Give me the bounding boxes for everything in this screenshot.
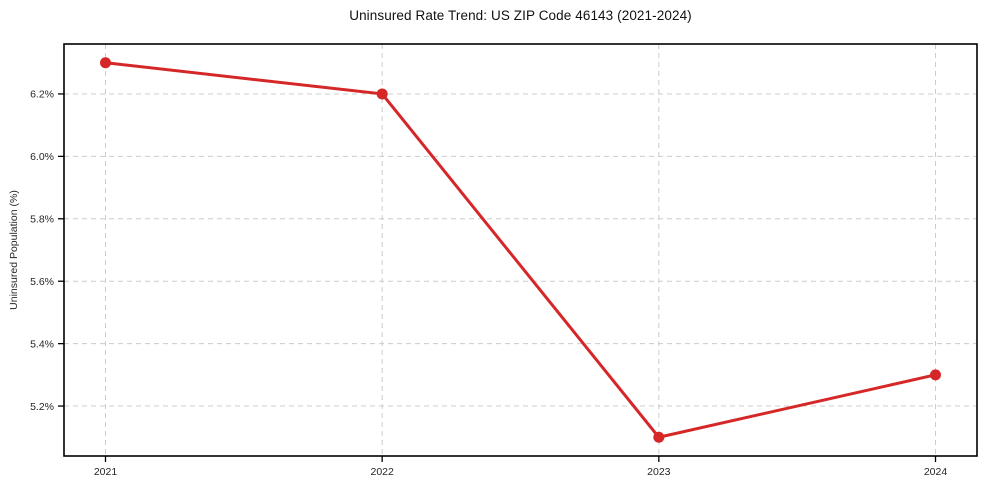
- x-tick-label: 2021: [94, 466, 118, 478]
- x-tick-label: 2022: [370, 466, 394, 478]
- data-point: [653, 431, 665, 443]
- y-tick-label: 6.0%: [30, 151, 54, 163]
- data-point: [930, 369, 941, 381]
- data-point: [100, 57, 111, 69]
- y-tick-label: 5.4%: [30, 338, 54, 350]
- y-tick-label: 5.6%: [30, 276, 54, 288]
- y-tick-label: 5.8%: [30, 213, 54, 225]
- chart-title: Uninsured Rate Trend: US ZIP Code 46143 …: [349, 8, 692, 23]
- y-tick-label: 5.2%: [30, 401, 54, 413]
- plot-border: [63, 43, 978, 457]
- x-tick-label: 2023: [647, 466, 671, 478]
- trend-line: [104, 61, 937, 439]
- x-tick-label: 2024: [924, 466, 948, 478]
- y-tick-label: 6.2%: [30, 89, 54, 101]
- data-point: [376, 88, 388, 100]
